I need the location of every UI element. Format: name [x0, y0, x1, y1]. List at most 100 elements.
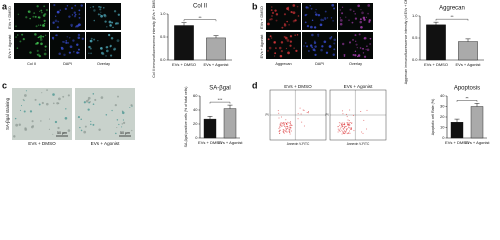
scale-label: 50 μm	[57, 131, 67, 135]
cell	[68, 36, 71, 39]
event	[339, 130, 341, 132]
cell	[333, 38, 337, 42]
event	[284, 123, 286, 125]
event	[342, 124, 344, 126]
cell	[36, 41, 39, 45]
cell	[99, 13, 101, 16]
cell	[328, 45, 332, 48]
cell	[39, 24, 42, 26]
cell	[310, 25, 313, 29]
cell	[56, 10, 60, 14]
stained-cell	[20, 105, 23, 107]
event	[339, 124, 341, 126]
significance: **	[465, 95, 469, 100]
cell	[314, 53, 317, 56]
cell	[116, 39, 120, 43]
stained-cell	[90, 120, 92, 123]
cell	[349, 8, 352, 11]
cell	[271, 11, 275, 15]
event	[346, 128, 348, 130]
event	[347, 132, 349, 134]
event	[341, 126, 343, 128]
event	[363, 119, 365, 121]
cell	[98, 5, 100, 8]
event	[289, 121, 291, 123]
event	[341, 123, 343, 125]
stained-cell	[87, 108, 90, 111]
cell	[354, 50, 357, 53]
stained-cell	[105, 114, 108, 116]
cell	[354, 13, 356, 15]
y-tick-label: 20	[193, 121, 198, 126]
stained-cell	[77, 116, 80, 119]
cell	[76, 51, 79, 54]
bar	[174, 25, 194, 61]
error-bar	[465, 38, 471, 42]
cell	[275, 13, 279, 16]
axis-title: Annexin V-FITC	[287, 142, 310, 146]
cell	[103, 13, 106, 17]
event	[290, 125, 292, 127]
stained-cell	[24, 94, 27, 97]
cell	[339, 22, 343, 26]
cell	[355, 43, 358, 46]
bar	[426, 24, 446, 61]
cell	[339, 17, 342, 19]
cell	[289, 44, 292, 47]
event	[350, 128, 352, 130]
error-bar	[474, 103, 480, 107]
event	[341, 125, 343, 127]
stained-cell	[90, 123, 92, 126]
event	[284, 125, 286, 127]
image-label: EVs + Agonist	[344, 84, 373, 89]
stained-cell	[45, 102, 49, 106]
event	[303, 125, 305, 127]
significance: ***	[218, 97, 223, 102]
stained-cell	[83, 101, 86, 104]
cell	[333, 48, 336, 51]
cell	[271, 6, 273, 8]
event	[285, 119, 287, 121]
event	[343, 131, 345, 133]
cell	[280, 49, 283, 53]
cell	[295, 49, 298, 52]
stained-cell	[38, 103, 41, 106]
cell	[89, 6, 92, 9]
cell	[297, 15, 300, 17]
row-label: EVs + DMSO	[8, 6, 12, 29]
event	[306, 111, 308, 113]
event	[283, 132, 285, 134]
y-tick-label: 40	[440, 93, 445, 98]
event	[283, 121, 285, 123]
chart-title: Col II	[193, 4, 207, 10]
cell	[267, 49, 269, 52]
event	[299, 107, 301, 109]
stained-cell	[54, 120, 58, 124]
event	[348, 124, 350, 126]
scale-label: 50 μm	[120, 131, 130, 135]
cell	[360, 25, 363, 29]
event	[346, 116, 348, 118]
stained-cell	[58, 97, 61, 101]
event	[347, 119, 349, 121]
cell	[103, 7, 105, 9]
stained-cell	[52, 93, 55, 96]
cell	[113, 10, 117, 13]
cell	[369, 37, 372, 40]
cell	[273, 41, 277, 44]
cell	[294, 34, 296, 36]
event	[303, 109, 305, 111]
cell	[313, 26, 317, 29]
stained-cell	[87, 96, 91, 100]
cell	[363, 55, 367, 58]
stained-cell	[48, 118, 51, 120]
stained-cell	[63, 131, 65, 134]
cell	[65, 41, 68, 44]
cell	[32, 15, 35, 18]
stained-cell	[67, 129, 71, 132]
cell	[319, 23, 323, 27]
event	[302, 109, 304, 111]
cell	[106, 25, 108, 28]
cell	[270, 9, 273, 11]
event	[277, 110, 279, 112]
